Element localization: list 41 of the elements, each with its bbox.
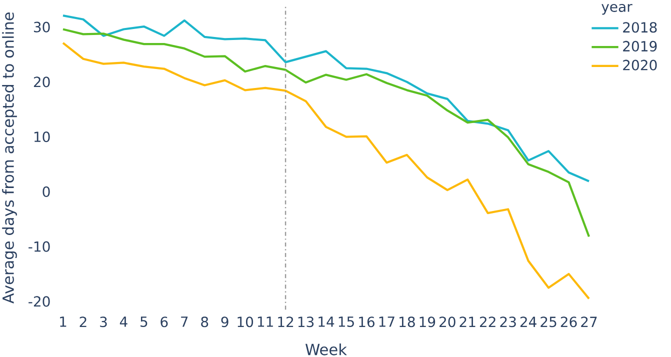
x-tick-label: 8 bbox=[201, 316, 208, 328]
x-tick-label: 14 bbox=[318, 316, 334, 327]
line-series bbox=[62, 28, 590, 238]
x-tick-label: 21 bbox=[460, 316, 476, 327]
x-tick-label: 1 bbox=[60, 316, 66, 327]
x-tick-label: 7 bbox=[181, 316, 188, 327]
legend-label: 2020 bbox=[623, 60, 657, 70]
y-tick-label: 30 bbox=[34, 22, 50, 32]
x-tick-label: 17 bbox=[379, 316, 394, 327]
y-tick-label: -10 bbox=[28, 241, 50, 252]
x-tick-label: 15 bbox=[338, 316, 354, 327]
line-series bbox=[62, 42, 590, 300]
legend-label: 2018 bbox=[623, 22, 657, 33]
x-tick-label: 3 bbox=[100, 316, 107, 328]
x-tick-label: 23 bbox=[500, 316, 516, 328]
x-tick-label: 10 bbox=[238, 316, 254, 328]
legend-title: year bbox=[602, 4, 632, 15]
x-tick-label: 12 bbox=[278, 316, 294, 327]
x-tick-label: 24 bbox=[520, 316, 536, 327]
x-tick-label: 27 bbox=[581, 316, 597, 327]
y-tick-label: 20 bbox=[34, 76, 50, 88]
y-tick-label: 0 bbox=[42, 186, 50, 197]
x-tick-label: 13 bbox=[298, 316, 314, 328]
x-tick-label: 4 bbox=[120, 316, 128, 327]
x-tick-label: 22 bbox=[480, 316, 496, 327]
legend-label: 2019 bbox=[623, 40, 657, 52]
x-tick-label: 25 bbox=[540, 316, 556, 328]
x-tick-label: 9 bbox=[221, 316, 228, 328]
y-tick-label: -20 bbox=[28, 296, 50, 307]
x-tick-label: 20 bbox=[440, 316, 456, 328]
y-axis-title: Average days from accepted to online bbox=[2, 12, 17, 304]
x-tick-label: 2 bbox=[80, 316, 86, 327]
x-axis-title: Week bbox=[306, 343, 347, 356]
x-tick-label: 5 bbox=[140, 316, 148, 327]
x-tick-label: 16 bbox=[359, 316, 374, 328]
x-tick-label: 11 bbox=[258, 316, 273, 327]
x-tick-label: 6 bbox=[160, 316, 168, 328]
y-tick-label: 10 bbox=[34, 132, 50, 142]
x-tick-label: 19 bbox=[420, 316, 436, 328]
x-tick-label: 18 bbox=[400, 316, 415, 328]
x-tick-label: 26 bbox=[560, 316, 577, 328]
